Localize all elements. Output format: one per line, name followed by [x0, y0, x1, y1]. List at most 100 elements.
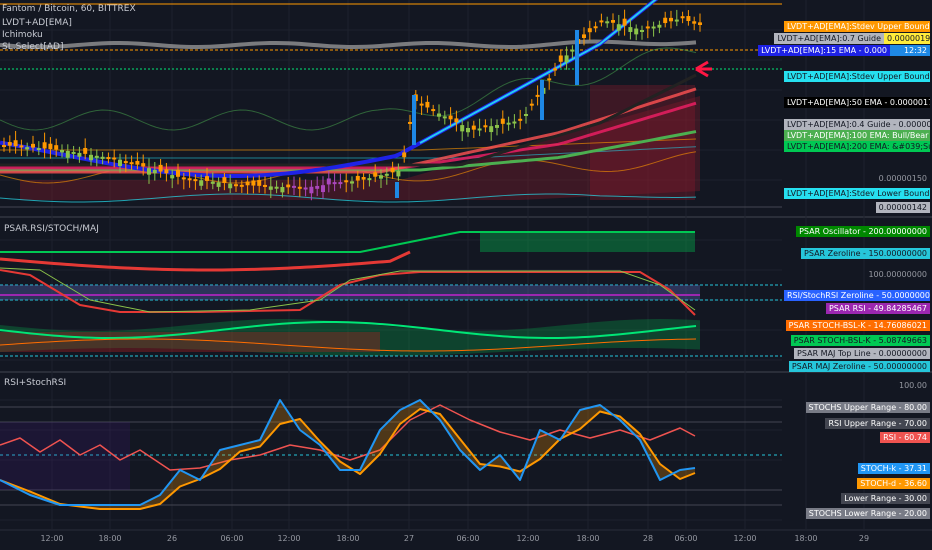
stoch-fill [0, 400, 695, 509]
main-label: LVDT+AD[EMA]:Stdev Upper Bound Lvl2 - 0.… [784, 21, 930, 32]
time-axis-tick: 26 [166, 534, 178, 543]
time-axis-tick: 06:00 [456, 534, 480, 543]
candle-body [205, 176, 209, 181]
candle-body [176, 169, 180, 177]
candle-body [245, 181, 250, 186]
time-axis-tick: 12:00 [40, 534, 64, 543]
rsi-label: RSI - 60.74 [880, 432, 930, 443]
indicator-lvdt[interactable]: LVDT+AD[EMA] [2, 18, 72, 28]
candle-body [135, 160, 140, 165]
candle-body [471, 125, 476, 130]
candle-body [616, 24, 621, 31]
rsi-label: STOCH-d - 36.60 [857, 478, 930, 489]
candle-body [495, 125, 499, 128]
candle-body [692, 21, 697, 24]
candle-body [570, 49, 575, 52]
candle-body [181, 177, 186, 180]
rsi-band-fill [0, 422, 130, 490]
candle-body [234, 184, 238, 187]
candle-body [286, 184, 291, 188]
main-label: 0.00000192 [884, 33, 930, 44]
maj-top-line [0, 321, 697, 339]
main-label: LVDT+AD[EMA]:Stdev Upper Bound Lvl1 - 0.… [784, 71, 930, 82]
candle-body [669, 17, 673, 22]
candle-body [483, 125, 488, 128]
psar-stoch-red [0, 269, 696, 316]
candle-blue [540, 80, 544, 120]
candle-body [239, 184, 244, 187]
candle-body [425, 101, 430, 108]
psar-label: PSAR MAJ Zeroline - 50.00000000 [788, 361, 930, 372]
maj-green-fill [0, 319, 700, 356]
rsi-pane-title[interactable]: RSI+StochRSI [4, 378, 67, 388]
rsi-label: Lower Range - 30.00 [841, 493, 930, 504]
candle-body [118, 159, 122, 167]
candle-body [379, 175, 383, 179]
candle-body [54, 145, 59, 150]
candle-body [628, 27, 633, 32]
candle-body [210, 181, 215, 184]
time-axis-tick: 12:00 [277, 534, 301, 543]
main-label: LVDT+AD[EMA]:15 EMA - 0.000 [758, 45, 890, 56]
time-axis-tick: 06:00 [220, 534, 244, 543]
ema-100-line [0, 101, 697, 170]
candle-body [48, 143, 53, 150]
main-label: LVDT+AD[EMA]:100 EMA: Bull/Bear Pivot St… [784, 130, 930, 141]
candle-body [193, 179, 198, 182]
candle-body [582, 34, 586, 38]
rsi-label: STOCH-k - 37.31 [857, 463, 930, 474]
psar-label: PSAR RSI - 49.84285467 [825, 303, 930, 314]
candle-body [42, 142, 47, 149]
candle-body [367, 178, 372, 181]
candle-body [222, 177, 227, 183]
candle-body [506, 122, 511, 125]
rsi-label: RSI Upper Range - 70.00 [825, 418, 930, 429]
candle-body [36, 148, 41, 151]
time-axis-tick: 18:00 [98, 534, 122, 543]
candle-body [147, 168, 151, 175]
candle-body [257, 180, 262, 186]
candle-body [123, 161, 128, 164]
rsi-line [0, 404, 696, 471]
psar-label: 100.00000000 [868, 270, 927, 279]
candle-body [13, 140, 18, 147]
candle-body [466, 128, 470, 133]
candle-body [25, 147, 30, 150]
candle-body [622, 18, 627, 26]
candle-body [384, 173, 389, 176]
indicator-sl-select[interactable]: SL.Select[AD] [2, 42, 64, 52]
candle-body [292, 185, 296, 188]
stoch-d-line [0, 408, 696, 510]
candle-blue [395, 182, 399, 198]
candle-blue [412, 95, 416, 145]
candle-body [83, 147, 88, 154]
candle-body [297, 186, 302, 189]
main-label: LVDT+AD[EMA]:0.4 Guide - 0.00000166 [784, 119, 930, 130]
candle-body [698, 22, 702, 25]
main-label: LVDT+AD[EMA]:Stdev Lower Bound Lvl1 - 0.… [784, 188, 930, 199]
candle-body [442, 116, 447, 119]
candle-body [344, 180, 349, 183]
indicator-ichimoku[interactable]: Ichimoku [2, 30, 43, 40]
candle-body [390, 167, 395, 173]
candle-body [228, 183, 233, 189]
candle-body [645, 26, 650, 29]
candle-body [634, 28, 639, 35]
candle-body [437, 113, 441, 117]
candle-body [460, 125, 465, 132]
candle-body [529, 103, 534, 106]
candle-body [448, 115, 453, 120]
candle-body [547, 78, 552, 81]
main-label: 0.00000142 [875, 202, 930, 213]
candle-body [680, 16, 685, 19]
time-axis-tick: 12:00 [516, 534, 540, 543]
candle-body [263, 184, 267, 187]
candle-body [611, 20, 615, 23]
candle-body [605, 21, 610, 24]
candle-body [599, 20, 604, 23]
candle-body [326, 178, 331, 185]
psar-oscillator-fill [480, 232, 695, 252]
main-label: LVDT+AD[EMA]:200 EMA: &#039;SuperGuppy&#… [784, 141, 930, 152]
psar-pane-title[interactable]: PSAR.RSI/STOCH/MAJ [4, 224, 99, 234]
